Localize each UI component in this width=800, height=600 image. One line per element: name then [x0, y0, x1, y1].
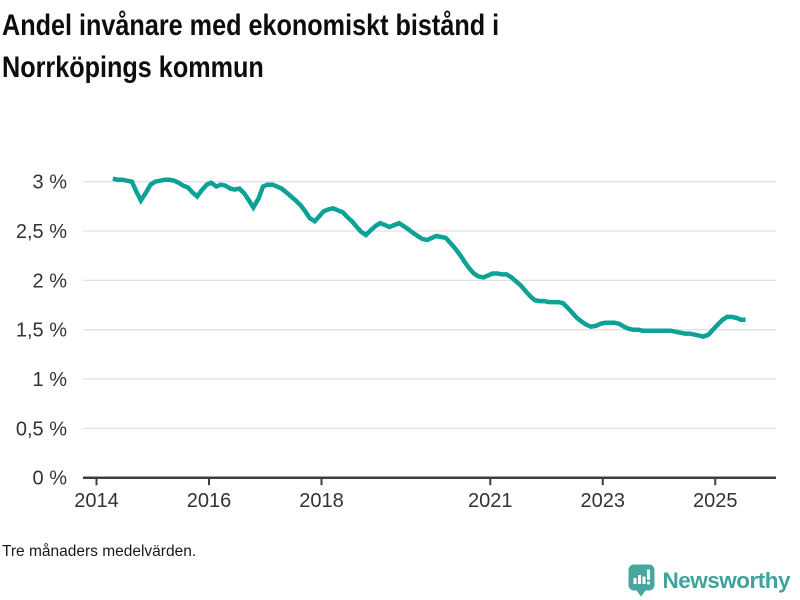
chart-title-line-2: Norrköpings kommun — [2, 51, 264, 84]
chart-title-line-1: Andel invånare med ekonomiskt bistånd i — [2, 9, 500, 42]
y-tick-label: 2 % — [33, 270, 68, 292]
y-tick-label: 0 % — [33, 468, 68, 490]
newsworthy-wordmark: Newsworthy — [662, 567, 790, 593]
trend-line — [112, 176, 746, 339]
newsworthy-bar-chart-bubble-icon — [628, 564, 655, 597]
footnote: Tre månaders medelvärden. — [2, 543, 197, 560]
chart-title: Andel invånare med ekonomiskt bistånd i … — [2, 5, 640, 89]
y-tick-label: 1,5 % — [16, 320, 67, 342]
newsworthy-logo: Newsworthy — [628, 564, 790, 597]
x-tick-label: 2014 — [74, 490, 119, 512]
x-tick-label: 2025 — [693, 490, 738, 512]
y-tick-label: 2,5 % — [16, 221, 67, 243]
x-tick-label: 2021 — [468, 490, 513, 512]
y-tick-label: 0,5 % — [16, 418, 67, 440]
y-tick-label: 3 % — [33, 172, 68, 194]
y-tick-label: 1 % — [33, 369, 68, 391]
x-tick-label: 2016 — [187, 490, 232, 512]
x-tick-label: 2018 — [299, 490, 344, 512]
x-tick-label: 2023 — [581, 490, 626, 512]
